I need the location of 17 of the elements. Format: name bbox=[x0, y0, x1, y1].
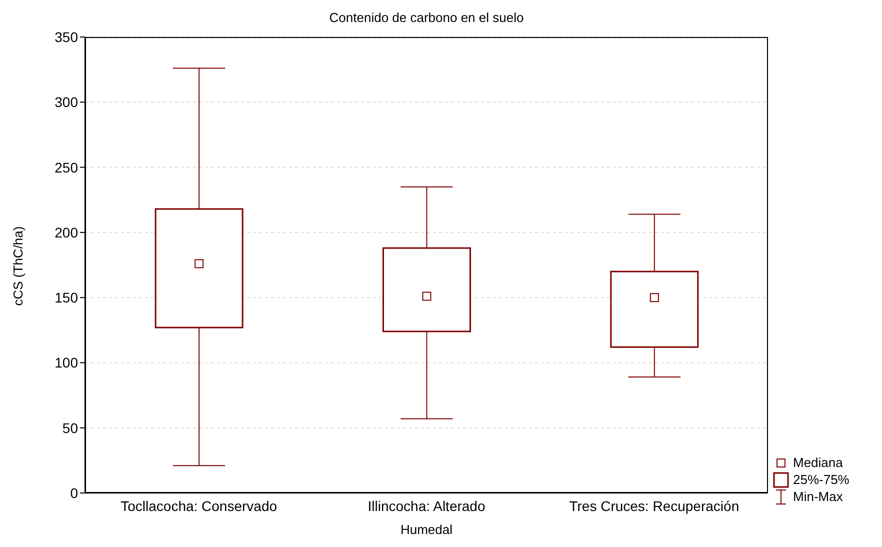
y-tick-label: 200 bbox=[54, 224, 78, 240]
y-tick-label: 300 bbox=[54, 94, 78, 110]
text: 25%-75% bbox=[793, 472, 850, 487]
y-tick-label: 100 bbox=[54, 354, 78, 371]
y-axis-title: cCS (ThC/ha) bbox=[10, 226, 26, 306]
y-tick-label: 50 bbox=[62, 420, 78, 436]
x-tick-label: Illincocha: Alterado bbox=[368, 498, 486, 514]
x-tick-label: Tocllacocha: Conservado bbox=[120, 498, 278, 514]
y-tick-label: 350 bbox=[54, 28, 78, 45]
x-axis-title: Humedal bbox=[399, 522, 454, 537]
y-tick-label: 150 bbox=[54, 290, 78, 306]
text: Min-Max bbox=[793, 489, 843, 504]
x-tick-label: Tres Cruces: Recuperación bbox=[569, 498, 740, 514]
y-tick-label: 250 bbox=[54, 159, 78, 176]
text: Mediana bbox=[793, 455, 843, 470]
y-tick-label: 0 bbox=[70, 484, 78, 501]
chart-title: Contenido de carbono en el suelo bbox=[328, 10, 525, 25]
